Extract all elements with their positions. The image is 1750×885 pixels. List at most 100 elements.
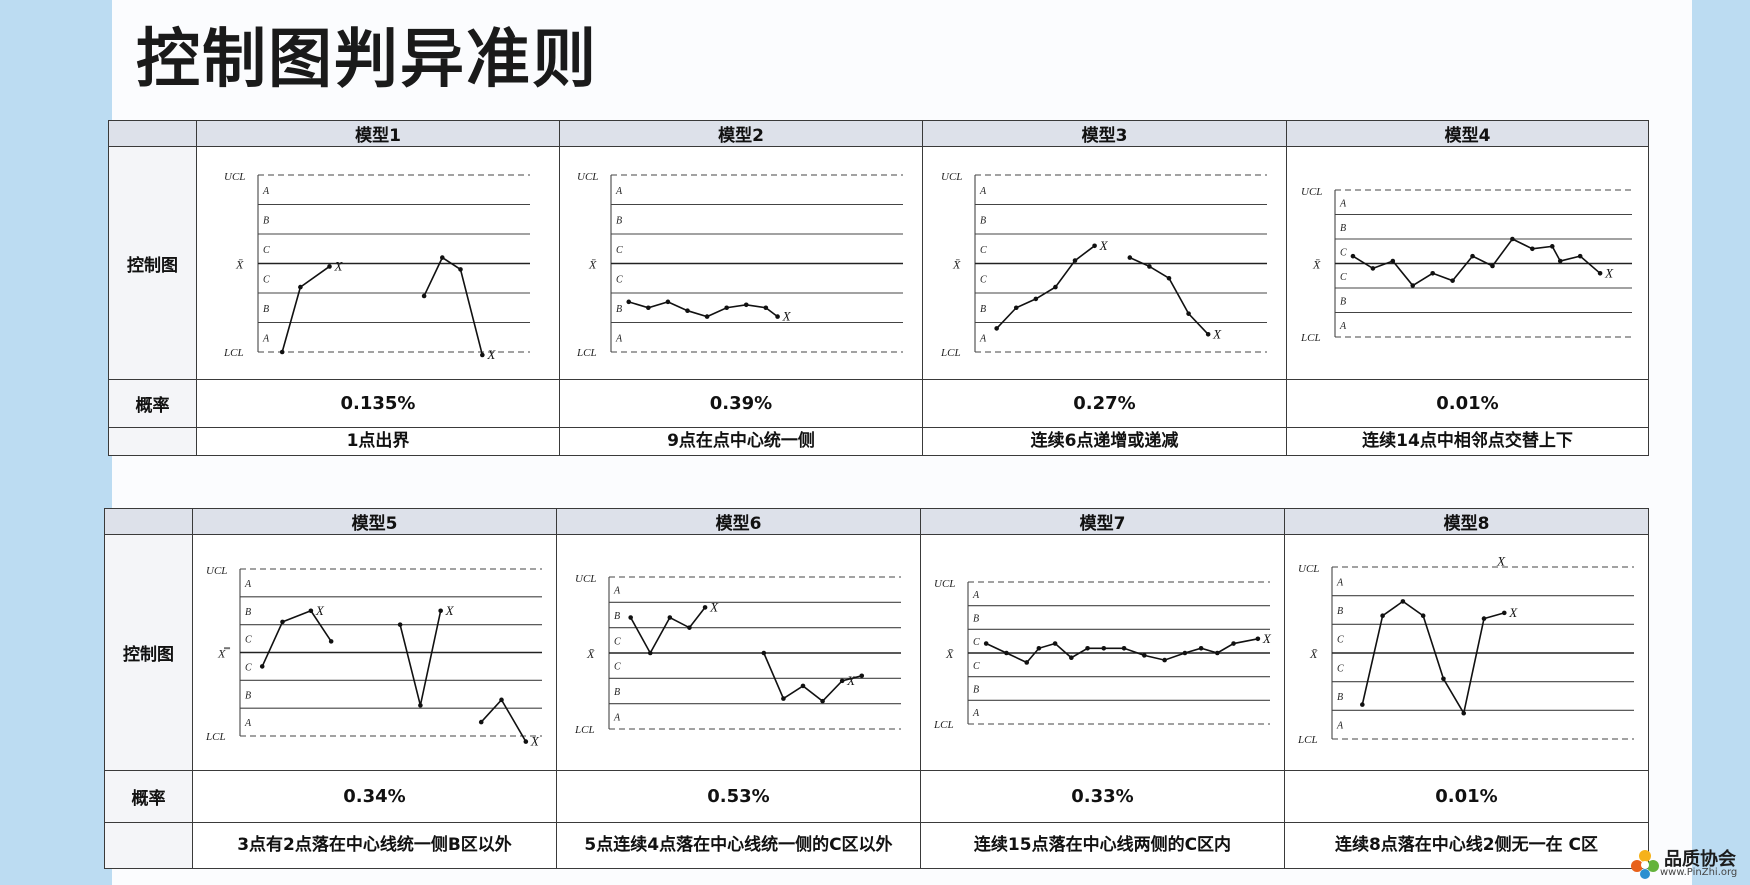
data-point [1370,265,1376,271]
data-point [626,299,632,304]
data-point [279,619,285,625]
logo: 品质协会 www.PinZhi.org [1628,845,1748,881]
ucl-label: UCL [1298,563,1319,575]
zone-label: B [245,690,251,701]
x-mark-label: X [529,734,539,749]
probability-value: 0.135% [196,379,560,428]
zone-label: C [614,661,621,672]
ucl-label: UCL [577,171,598,183]
row-label-chart: 控制图 [104,534,193,771]
series-line [260,609,332,667]
x-mark-label: X [709,599,719,614]
zone-label: A [262,185,270,196]
data-point [1013,304,1019,310]
zone-label: C [263,274,270,285]
control-chart: UCL LCL X̄ A B C C B A X [1295,175,1640,351]
lcl-label: LCL [576,347,597,359]
control-chart: UCL LCL X̄ A B C C B A X X [934,160,1275,366]
zone-label: B [973,684,979,695]
data-point [647,650,653,655]
data-point [440,254,445,260]
model-header: 模型8 [1284,508,1649,535]
logo-url-text: www.PinZhi.org [1660,867,1738,878]
data-point [279,349,285,354]
zone-label: B [1337,606,1343,617]
control-chart: UCL LCL X̄ A B C C B A X [927,567,1278,738]
probability-value: 0.27% [922,379,1287,428]
data-point [1100,645,1106,651]
logo-brand-text: 品质协会 [1664,849,1736,870]
data-point [724,304,729,310]
rule-row: 1点出界 9点在点中心统一侧 连续6点递增或递减 连续14点中相邻点交替上下 [108,427,1649,456]
data-point [1597,270,1603,276]
data-point [704,313,710,319]
x-mark-label: X [1212,326,1222,341]
zone-label: C [1337,663,1344,674]
data-point [761,650,766,655]
series-line [762,652,862,702]
chart-cell: UCL LCL X̄ A B C C B A X X [922,146,1287,380]
data-point [686,624,692,630]
data-point [1400,598,1405,604]
ucl-label: UCL [575,573,596,585]
data-point [1127,254,1132,260]
rule-text: 连续8点落在中心线2侧无一在 C区 [1284,822,1649,869]
data-point [1460,710,1466,715]
data-point [1052,284,1058,289]
rule-text: 连续6点递增或递减 [922,427,1287,456]
x-mark-label: X [1604,265,1614,280]
x-mark-label: X [1496,553,1506,568]
zone-label: B [1337,692,1343,703]
data-point [1185,310,1191,316]
data-point [775,313,780,319]
x-mark-label: X [846,672,856,687]
data-point [417,703,423,708]
ucl-label: UCL [1301,186,1322,198]
data-point [993,325,999,331]
probability-value: 0.34% [192,770,557,823]
zone-label: A [972,589,980,600]
zone-label: C [616,274,623,285]
probability-value: 0.01% [1284,770,1649,823]
series-line [1361,599,1504,715]
header-row: 模型5 模型6 模型7 模型8 [104,508,1649,535]
data-point [1214,650,1220,655]
data-point [1410,282,1416,288]
zone-label: C [980,274,987,285]
lcl-label: LCL [1297,734,1318,746]
center-label: X̄ [588,257,597,271]
zone-label: A [613,585,621,596]
zone-label: C [245,662,252,673]
probability-value: 0.33% [920,770,1285,823]
zone-label: A [244,579,252,590]
slide: 控制图判异准则 模型1 模型2 模型3 模型4 控制图 UCL LCL X̄ A B C C… [104,0,1692,885]
data-point [763,304,769,310]
rule-row: 3点有2点落在中心线统一侧B区以外 5点连续4点落在中心线统一侧的C区以外 连续… [104,822,1649,869]
rule-text: 连续15点落在中心线两侧的C区内 [920,822,1285,869]
series-line [1352,237,1601,287]
data-point [421,293,427,298]
zone-label: A [1339,198,1347,209]
center-label: X̄ [1309,647,1318,661]
data-point [523,739,528,744]
zone-label: B [1340,296,1346,307]
lcl-label: LCL [1300,332,1321,344]
data-point [1003,650,1009,655]
data-point [478,719,484,725]
data-point [437,608,443,614]
data-point [1420,612,1425,618]
data-point [1430,270,1435,276]
zone-label: C [263,244,270,255]
data-point [1036,645,1041,651]
control-chart: UCL LCL X̄ A B C C B A X X [1291,552,1642,753]
data-point [397,622,402,627]
data-point [702,604,707,610]
row-label-empty [108,427,197,456]
chart-cell: UCL LCL X̄ A B C C B A X [559,146,923,380]
data-point [1510,236,1515,241]
data-point [858,673,864,678]
zone-label: B [616,303,622,314]
series-line [985,637,1258,663]
chart-cell: UCL LCL X̿ A B C C B A X X X [192,534,557,771]
x-mark-label: X [314,603,324,618]
